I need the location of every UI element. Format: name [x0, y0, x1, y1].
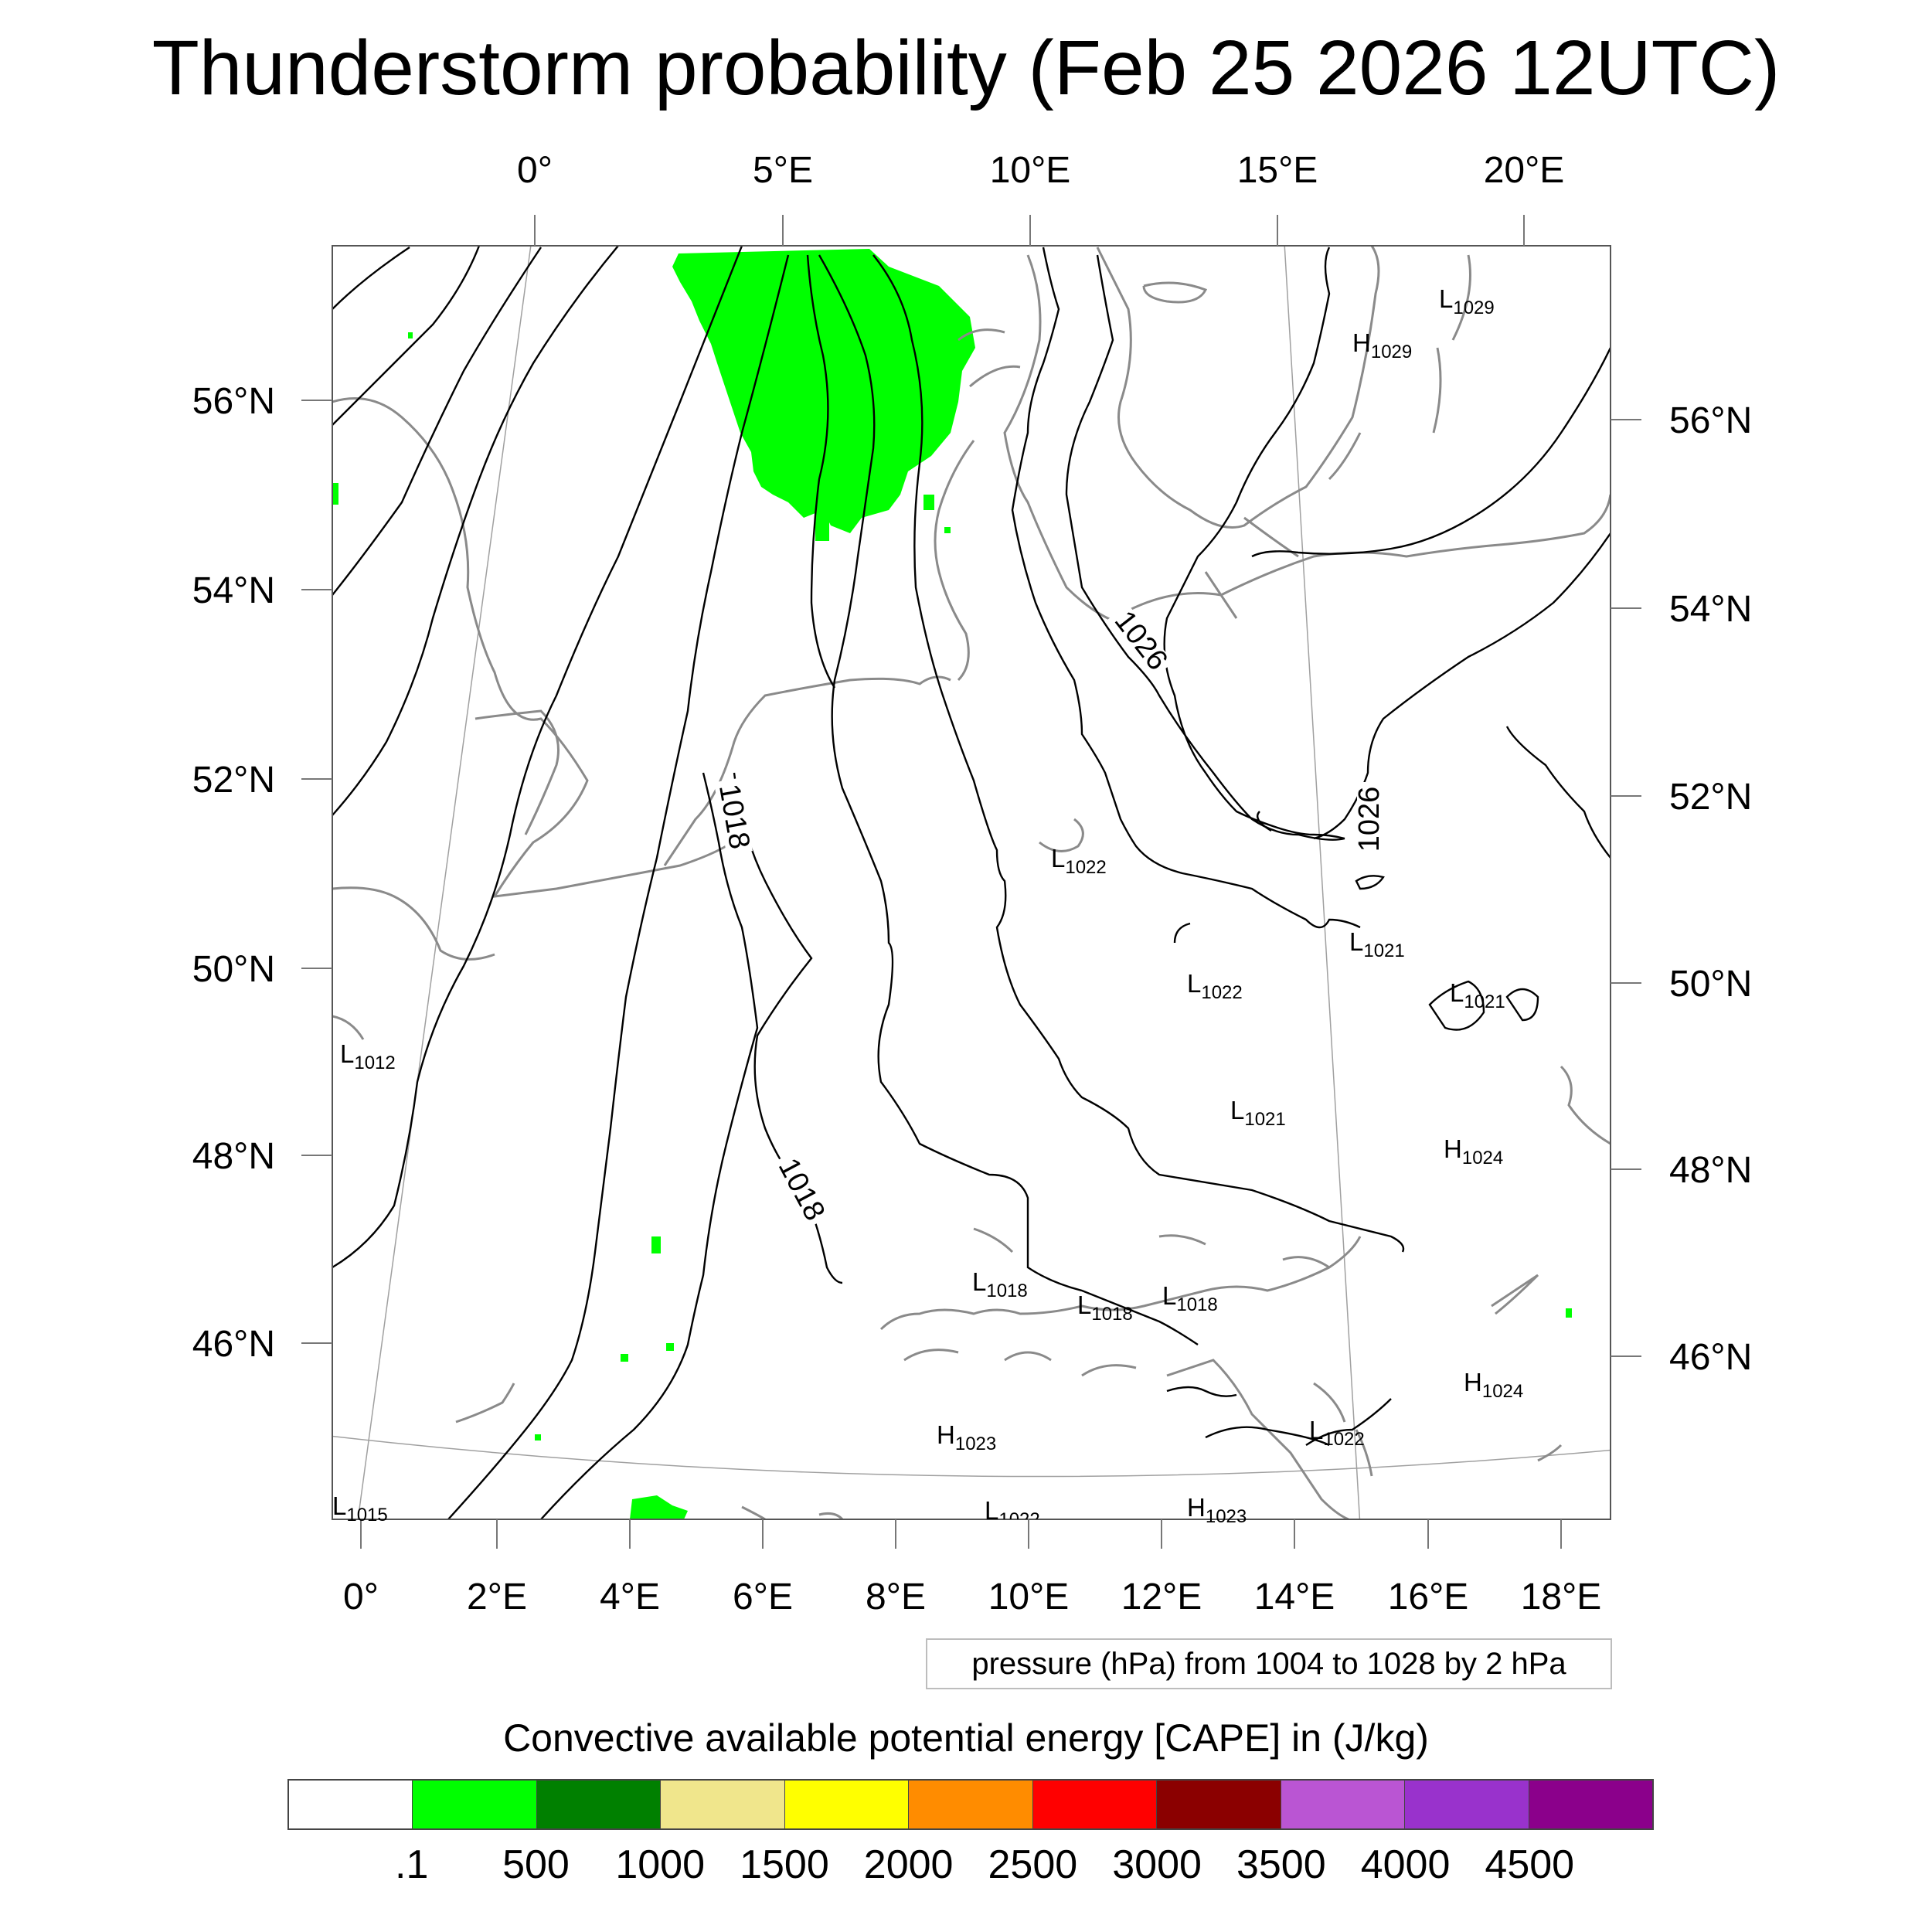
- left-lat-label: 50°N: [192, 949, 275, 990]
- pressure-center: L1021: [1450, 978, 1505, 1012]
- pressure-center: H1023: [937, 1420, 996, 1454]
- right-lat-label: 56°N: [1669, 400, 1752, 441]
- left-lat-labels: 56°N 54°N 52°N 50°N 48°N 46°N: [192, 381, 275, 1365]
- top-lon-label: 5°E: [753, 150, 813, 191]
- pressure-center: L1022: [985, 1496, 1040, 1530]
- colorbar-swatch: [660, 1781, 784, 1828]
- colorbar-tick-label: 1500: [740, 1842, 829, 1887]
- isobar-label: 1026: [1353, 787, 1386, 852]
- right-lat-label: 54°N: [1669, 589, 1752, 630]
- bottom-ticks: [360, 1519, 1562, 1549]
- pressure-center: L1029: [1439, 284, 1495, 318]
- left-lat-label: 48°N: [192, 1136, 275, 1177]
- colorbar-tick-label: 3000: [1112, 1842, 1202, 1887]
- right-lat-labels: 56°N 54°N 52°N 50°N 48°N 46°N: [1669, 400, 1752, 1378]
- colorbar-swatch: [1404, 1781, 1529, 1828]
- bottom-lon-label: 6°E: [733, 1577, 793, 1617]
- bottom-lon-labels: 0° 2°E 4°E 6°E 8°E 10°E 12°E 14°E 16°E 1…: [343, 1577, 1601, 1617]
- colorbar-tick-label: 4500: [1485, 1842, 1575, 1887]
- colorbar-swatch: [1032, 1781, 1157, 1828]
- colorbar-swatch: [412, 1781, 536, 1828]
- pressure-center: L1021: [1349, 927, 1405, 961]
- right-lat-label: 48°N: [1669, 1150, 1752, 1191]
- right-lat-label: 50°N: [1669, 964, 1752, 1005]
- contour-info-box: pressure (hPa) from 1004 to 1028 by 2 hP…: [926, 1638, 1612, 1689]
- colorbar-tick-label: 500: [502, 1842, 570, 1887]
- top-lon-label: 0°: [517, 150, 553, 191]
- colorbar-tick-label: 4000: [1360, 1842, 1451, 1887]
- top-lon-label: 20°E: [1484, 150, 1565, 191]
- bottom-lon-label: 16°E: [1388, 1577, 1469, 1617]
- left-lat-label: 56°N: [192, 381, 275, 422]
- pressure-center: H1024: [1444, 1134, 1503, 1168]
- top-ticks: [534, 215, 1525, 246]
- pressure-center: H1023: [1187, 1493, 1247, 1527]
- pressure-center: L1022: [1187, 969, 1243, 1003]
- colorbar-tick-label: 3500: [1236, 1842, 1326, 1887]
- isobars: [332, 246, 1611, 1519]
- top-lon-label: 15°E: [1237, 150, 1318, 191]
- colorbar-swatch: [289, 1781, 413, 1828]
- pressure-center: L1018: [972, 1267, 1028, 1301]
- pressure-center: H1029: [1352, 328, 1412, 362]
- pressure-center: L1012: [340, 1039, 396, 1073]
- colorbar-swatch: [1528, 1781, 1652, 1828]
- bottom-lon-label: 14°E: [1254, 1577, 1335, 1617]
- pressure-centers: L1029 H1029 L1022 L1021 L1022 L1021 L101…: [332, 284, 1523, 1530]
- right-ticks: [1611, 419, 1641, 1357]
- colorbar-labels: .1 500 1000 1500 2000 2500 3000 3500 4000 4500: [287, 1838, 1654, 1892]
- pressure-center: L1021: [1230, 1096, 1286, 1130]
- colorbar-swatch: [1280, 1781, 1405, 1828]
- colorbar-title: Convective available potential energy [C…: [503, 1716, 1429, 1760]
- right-lat-label: 46°N: [1669, 1337, 1752, 1378]
- bottom-lon-label: 12°E: [1121, 1577, 1202, 1617]
- right-lat-label: 52°N: [1669, 777, 1752, 818]
- bottom-lon-label: 4°E: [600, 1577, 660, 1617]
- pressure-center: H1024: [1464, 1368, 1523, 1402]
- map-title: Thunderstorm probability (Feb 25 2026 12…: [151, 25, 1781, 111]
- top-lon-labels: 0° 5°E 10°E 15°E 20°E: [517, 150, 1564, 191]
- pressure-center: L1022: [1309, 1416, 1365, 1450]
- pressure-center: L1015: [332, 1492, 388, 1526]
- colorbar-swatch: [784, 1781, 909, 1828]
- left-lat-label: 54°N: [192, 570, 275, 611]
- colorbar-tick-label: 2500: [988, 1842, 1078, 1887]
- left-lat-label: 52°N: [192, 760, 275, 801]
- colorbar-swatch: [1156, 1781, 1281, 1828]
- pressure-center: L1022: [1051, 844, 1107, 878]
- colorbar-tick-label: .1: [395, 1842, 429, 1887]
- map-frame: [332, 245, 1611, 1520]
- cape-areas: [332, 249, 1572, 1519]
- bottom-lon-label: 18°E: [1521, 1577, 1602, 1617]
- colorbar-swatch: [536, 1781, 661, 1828]
- left-lat-label: 46°N: [192, 1324, 275, 1365]
- pressure-center: L1018: [1162, 1281, 1218, 1315]
- bottom-lon-label: 2°E: [467, 1577, 527, 1617]
- colorbar: [287, 1779, 1654, 1830]
- top-lon-label: 10°E: [990, 150, 1071, 191]
- left-ticks: [301, 400, 332, 1344]
- graticule: [332, 246, 1611, 1519]
- coastlines: [332, 246, 1611, 1519]
- colorbar-swatch: [908, 1781, 1032, 1828]
- colorbar-tick-label: 1000: [615, 1842, 706, 1887]
- pressure-center: L1018: [1077, 1291, 1133, 1325]
- bottom-lon-label: 8°E: [866, 1577, 926, 1617]
- colorbar-tick-label: 2000: [863, 1842, 954, 1887]
- bottom-lon-label: 0°: [343, 1577, 379, 1617]
- bottom-lon-label: 10°E: [988, 1577, 1070, 1617]
